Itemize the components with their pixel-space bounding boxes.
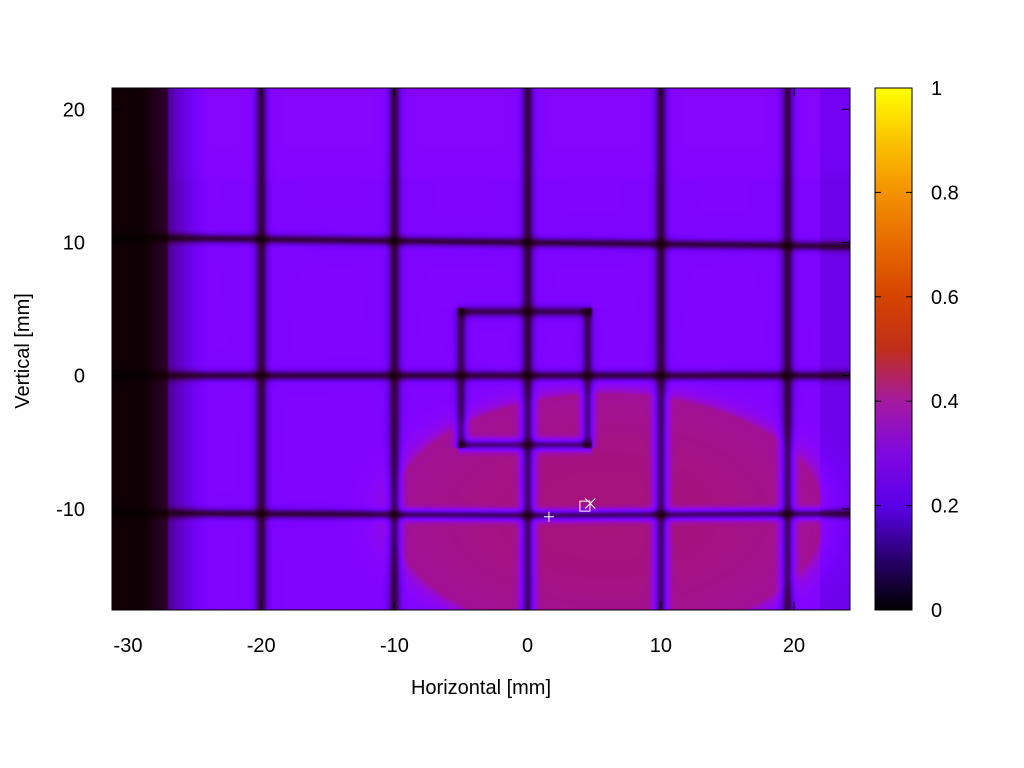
colorbar-tick-label: 0.6 <box>931 287 959 309</box>
x-tick-label: -20 <box>247 635 276 657</box>
colorbar-tick-label: 0 <box>931 600 942 622</box>
colorbar-tick-label: 0.8 <box>931 182 959 204</box>
colorbar-tick-label: 1 <box>931 78 942 100</box>
x-tick-label: 20 <box>783 635 805 657</box>
y-tick-label: -10 <box>56 499 85 521</box>
plot-frame <box>111 87 851 611</box>
x-tick-label: 0 <box>522 635 533 657</box>
marker-x <box>584 498 596 509</box>
heatmap-image <box>112 88 850 610</box>
marker-plus <box>543 511 554 522</box>
colorbar-tick-label: 0.2 <box>931 496 959 518</box>
y-axis-label: Vertical [mm] <box>12 293 34 409</box>
y-tick-label: 20 <box>63 99 85 121</box>
x-axis-label: Horizontal [mm] <box>411 677 551 699</box>
y-tick-label: 10 <box>63 232 85 254</box>
y-tick-label: 0 <box>74 366 85 388</box>
colorbar <box>874 87 913 611</box>
marker-square <box>579 500 591 512</box>
x-tick-label: -10 <box>380 635 409 657</box>
colorbar-tick-label: 0.4 <box>931 391 959 413</box>
x-tick-label: -30 <box>114 635 143 657</box>
x-tick-label: 10 <box>650 635 672 657</box>
